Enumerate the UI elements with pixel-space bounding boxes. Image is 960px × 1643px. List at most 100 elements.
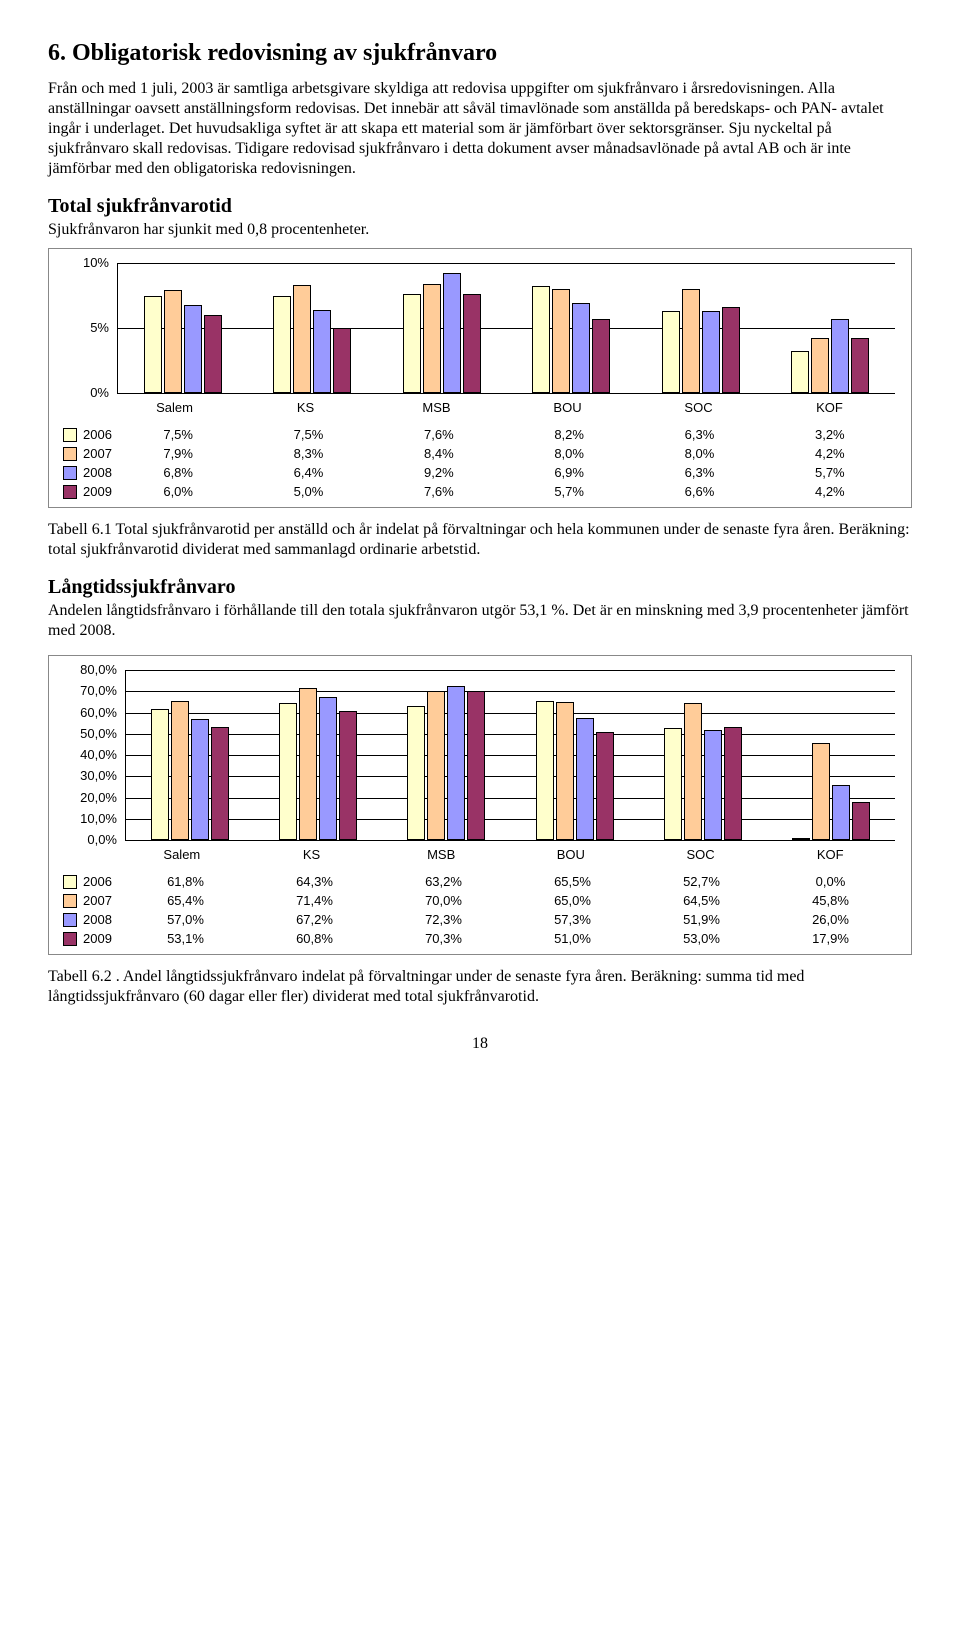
- bar-group: [248, 263, 378, 393]
- bar: [536, 701, 554, 840]
- legend-swatch: [63, 932, 77, 946]
- bar: [463, 294, 481, 393]
- table-row: 20077,9%8,3%8,4%8,0%8,0%4,2%: [59, 444, 895, 463]
- intro-paragraph: Från och med 1 juli, 2003 är samtliga ar…: [48, 79, 912, 179]
- chart2-container: 80,0%70,0%60,0%50,0%40,0%30,0%20,0%10,0%…: [48, 655, 912, 955]
- legend-label: 2008: [83, 912, 112, 927]
- bar: [333, 328, 351, 393]
- x-label: Salem: [117, 841, 247, 872]
- bar: [447, 686, 465, 840]
- bar: [664, 728, 682, 840]
- table-row: 200857,0%67,2%72,3%57,3%51,9%26,0%: [59, 910, 895, 929]
- data-cell: 53,0%: [637, 931, 766, 946]
- bar: [811, 338, 829, 393]
- bar: [576, 718, 594, 840]
- para2: Andelen långtidsfrånvaro i förhållande t…: [48, 601, 912, 641]
- x-label: MSB: [376, 841, 506, 872]
- bar-group: [126, 670, 254, 840]
- data-cell: 5,7%: [765, 465, 895, 480]
- legend-label: 2007: [83, 446, 112, 461]
- bar: [279, 703, 297, 840]
- data-cell: 71,4%: [250, 893, 379, 908]
- data-cell: 8,2%: [504, 427, 634, 442]
- data-cell: 9,2%: [374, 465, 504, 480]
- subheading-total: Total sjukfrånvarotid: [48, 195, 912, 218]
- subheading-longterm: Långtidssjukfrånvaro: [48, 576, 912, 599]
- bar: [791, 351, 809, 393]
- caption2: Tabell 6.2 . Andel långtidssjukfrånvaro …: [48, 967, 912, 1007]
- legend-label: 2006: [83, 874, 112, 889]
- legend-label: 2007: [83, 893, 112, 908]
- x-label: SOC: [633, 394, 764, 425]
- bar: [832, 785, 850, 840]
- bar: [144, 296, 162, 394]
- table-row: 20096,0%5,0%7,6%5,7%6,6%4,2%: [59, 482, 895, 501]
- bar: [443, 273, 461, 393]
- data-cell: 0,0%: [766, 874, 895, 889]
- bar-group: [639, 670, 767, 840]
- data-cell: 7,6%: [374, 427, 504, 442]
- bar: [812, 743, 830, 840]
- legend-label: 2009: [83, 484, 112, 499]
- bar: [851, 338, 869, 393]
- data-cell: 5,7%: [504, 484, 634, 499]
- data-cell: 65,0%: [508, 893, 637, 908]
- data-cell: 17,9%: [766, 931, 895, 946]
- bar: [273, 296, 291, 394]
- bar: [339, 711, 357, 840]
- data-cell: 6,6%: [634, 484, 764, 499]
- caption1: Tabell 6.1 Total sjukfrånvarotid per ans…: [48, 520, 912, 560]
- bar: [403, 294, 421, 393]
- bar: [792, 838, 810, 840]
- bar-group: [767, 670, 895, 840]
- bar: [552, 289, 570, 393]
- data-cell: 7,9%: [113, 446, 243, 461]
- x-label: KOF: [765, 841, 895, 872]
- sub1-text: Sjukfrånvaron har sjunkit med 0,8 procen…: [48, 220, 912, 240]
- bar: [572, 303, 590, 393]
- data-cell: 70,0%: [379, 893, 508, 908]
- data-cell: 4,2%: [765, 484, 895, 499]
- table-row: 20086,8%6,4%9,2%6,9%6,3%5,7%: [59, 463, 895, 482]
- data-cell: 64,5%: [637, 893, 766, 908]
- bar: [151, 709, 169, 840]
- data-cell: 6,3%: [634, 465, 764, 480]
- bar-group: [254, 670, 382, 840]
- x-label: KOF: [764, 394, 895, 425]
- table-row: 200661,8%64,3%63,2%65,5%52,7%0,0%: [59, 872, 895, 891]
- bar: [682, 289, 700, 393]
- bar: [852, 802, 870, 840]
- bar: [427, 691, 445, 840]
- bar: [596, 732, 614, 840]
- table-row: 200765,4%71,4%70,0%65,0%64,5%45,8%: [59, 891, 895, 910]
- data-cell: 8,0%: [504, 446, 634, 461]
- bar: [423, 284, 441, 393]
- bar: [313, 310, 331, 393]
- bar: [293, 285, 311, 393]
- data-cell: 53,1%: [121, 931, 250, 946]
- bar: [684, 703, 702, 840]
- data-cell: 57,0%: [121, 912, 250, 927]
- x-label: KS: [247, 841, 377, 872]
- data-cell: 7,5%: [113, 427, 243, 442]
- data-cell: 6,4%: [243, 465, 373, 480]
- bar: [532, 286, 550, 393]
- bar: [319, 697, 337, 840]
- data-cell: 5,0%: [243, 484, 373, 499]
- legend-swatch: [63, 894, 77, 908]
- data-cell: 8,3%: [243, 446, 373, 461]
- bar: [204, 315, 222, 393]
- bar: [407, 706, 425, 840]
- data-cell: 51,9%: [637, 912, 766, 927]
- bar: [164, 290, 182, 393]
- data-cell: 4,2%: [765, 446, 895, 461]
- data-cell: 6,3%: [634, 427, 764, 442]
- bar: [702, 311, 720, 393]
- x-label: KS: [240, 394, 371, 425]
- data-cell: 63,2%: [379, 874, 508, 889]
- data-cell: 8,0%: [634, 446, 764, 461]
- data-cell: 67,2%: [250, 912, 379, 927]
- data-cell: 6,8%: [113, 465, 243, 480]
- legend-swatch: [63, 485, 77, 499]
- data-cell: 70,3%: [379, 931, 508, 946]
